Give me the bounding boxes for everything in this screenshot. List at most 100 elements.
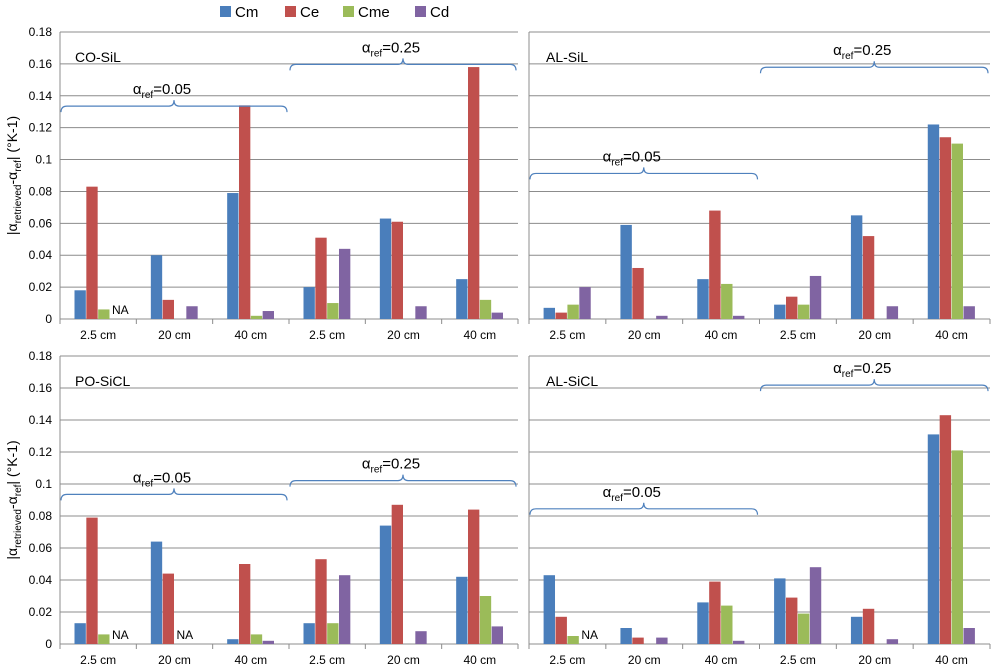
legend-swatch (343, 6, 354, 17)
annotation-label: αref=0.05 (133, 81, 191, 101)
legend-item-cd: Cd (415, 4, 449, 21)
bar-ce (939, 137, 952, 319)
bar-ce (632, 267, 644, 319)
annotation-label: αref=0.25 (362, 39, 420, 59)
x-tick-label: 20 cm (628, 328, 661, 342)
bar-ce (391, 504, 403, 644)
bar-cd (491, 312, 503, 319)
chart-panel-po-sicl: 0 0.02 0.04 0.06 0.08 0.1 0.12 0.14 0.16 0.18 2.5 … (4, 349, 519, 667)
bar-cd (338, 575, 351, 644)
annotation-first: αref=0.05 (60, 469, 288, 501)
bar-cme (479, 596, 492, 644)
brace (60, 488, 288, 501)
y-tick-label: 0.06 (29, 216, 53, 230)
x-tick-label: 40 cm (463, 328, 496, 342)
panel-title: AL-SiCL (546, 373, 598, 389)
bar-ce (786, 597, 798, 644)
legend-swatch (220, 6, 231, 17)
bar-cd (809, 275, 822, 319)
bar-cme (951, 143, 963, 319)
x-tick-label: 20 cm (387, 328, 420, 342)
bar-cd (262, 640, 274, 644)
y-tick-label: 0.02 (29, 605, 53, 619)
y-tick-label: 0.16 (29, 57, 53, 71)
x-tick-label: 2.5 cm (780, 328, 816, 342)
bar-ce (468, 509, 480, 644)
y-tick-label: 0.18 (29, 349, 53, 363)
bar-cm (927, 124, 940, 319)
bar-cm (850, 616, 863, 644)
bar-cd (886, 306, 899, 319)
bar-cm (74, 290, 86, 319)
legend-item-cme: Cme (343, 4, 390, 21)
y-tick-label: 0.12 (29, 445, 53, 459)
x-tick-label: 20 cm (858, 328, 891, 342)
x-tick-label: 40 cm (935, 328, 968, 342)
bar-ce (709, 210, 721, 319)
bar-cd (732, 315, 745, 319)
bar-cme (479, 299, 492, 319)
x-tick-label: 2.5 cm (80, 328, 116, 342)
bar-ce (162, 299, 174, 319)
x-tick-label: 20 cm (858, 653, 891, 667)
bar-cd (186, 306, 198, 319)
annotation-label: αref=0.05 (603, 484, 661, 504)
bar-ce (632, 637, 644, 644)
y-tick-label: 0.14 (29, 89, 53, 103)
y-tick-label: 0.04 (29, 248, 53, 262)
panel-title: AL-SiL (546, 49, 588, 65)
bar-cm (303, 623, 315, 644)
bar-cme (98, 309, 110, 319)
y-tick-label: 0.16 (29, 381, 53, 395)
bar-ce (86, 517, 98, 644)
panel-title: CO-SiL (75, 49, 121, 65)
bar-cm (697, 602, 709, 644)
na-label: NA (581, 628, 598, 642)
bar-cm (774, 304, 786, 319)
x-tick-label: 2.5 cm (309, 653, 345, 667)
bar-cm (697, 279, 709, 319)
bar-ce (555, 616, 567, 644)
x-tick-label: 2.5 cm (549, 653, 585, 667)
x-tick-label: 20 cm (158, 328, 191, 342)
annotation-label: αref=0.05 (133, 469, 191, 489)
y-tick-label: 0.18 (29, 25, 53, 39)
brace (529, 167, 759, 180)
x-tick-label: 2.5 cm (309, 328, 345, 342)
bar-cm (543, 307, 556, 319)
annotation-second: αref=0.25 (759, 42, 989, 74)
bar-cm (150, 255, 163, 319)
y-tick-label: 0.14 (29, 413, 53, 427)
bar-ce (555, 312, 567, 319)
y-tick-label: 0.1 (35, 477, 52, 491)
bar-cm (774, 578, 786, 644)
bar-ce (786, 296, 798, 319)
bar-ce (939, 415, 952, 644)
brace (759, 61, 989, 74)
na-label: NA (177, 628, 194, 642)
x-tick-label: 40 cm (705, 653, 738, 667)
annotation-second: αref=0.25 (759, 360, 989, 392)
bar-cme (797, 304, 810, 319)
bar-ce (315, 559, 327, 644)
legend-label: Cm (235, 4, 258, 21)
bar-cme (327, 623, 339, 644)
bar-cm (927, 434, 940, 644)
chart-panel-al-sil: 2.5 cm 20 cm 40 cm 2.5 cm 20 cm 40 cm AL-SiL αr… (528, 31, 991, 342)
bar-ce (239, 564, 251, 644)
bar-cme (721, 605, 733, 644)
bar-cm (456, 279, 468, 319)
bar-cm (620, 224, 632, 319)
x-tick-label: 40 cm (234, 653, 267, 667)
bar-cd (338, 248, 351, 319)
bar-ce (315, 237, 327, 319)
chart-panels: 0 0.02 0.04 0.06 0.08 0.1 0.12 0.14 0.16 0.18 2.5 … (4, 25, 991, 667)
x-tick-label: 20 cm (158, 653, 191, 667)
y-tick-label: 0.1 (35, 153, 52, 167)
bar-ce (391, 221, 403, 319)
bar-cd (656, 315, 668, 319)
y-tick-label: 0.04 (29, 573, 53, 587)
bar-cme (721, 283, 733, 319)
legend-item-cm: Cm (220, 4, 258, 21)
